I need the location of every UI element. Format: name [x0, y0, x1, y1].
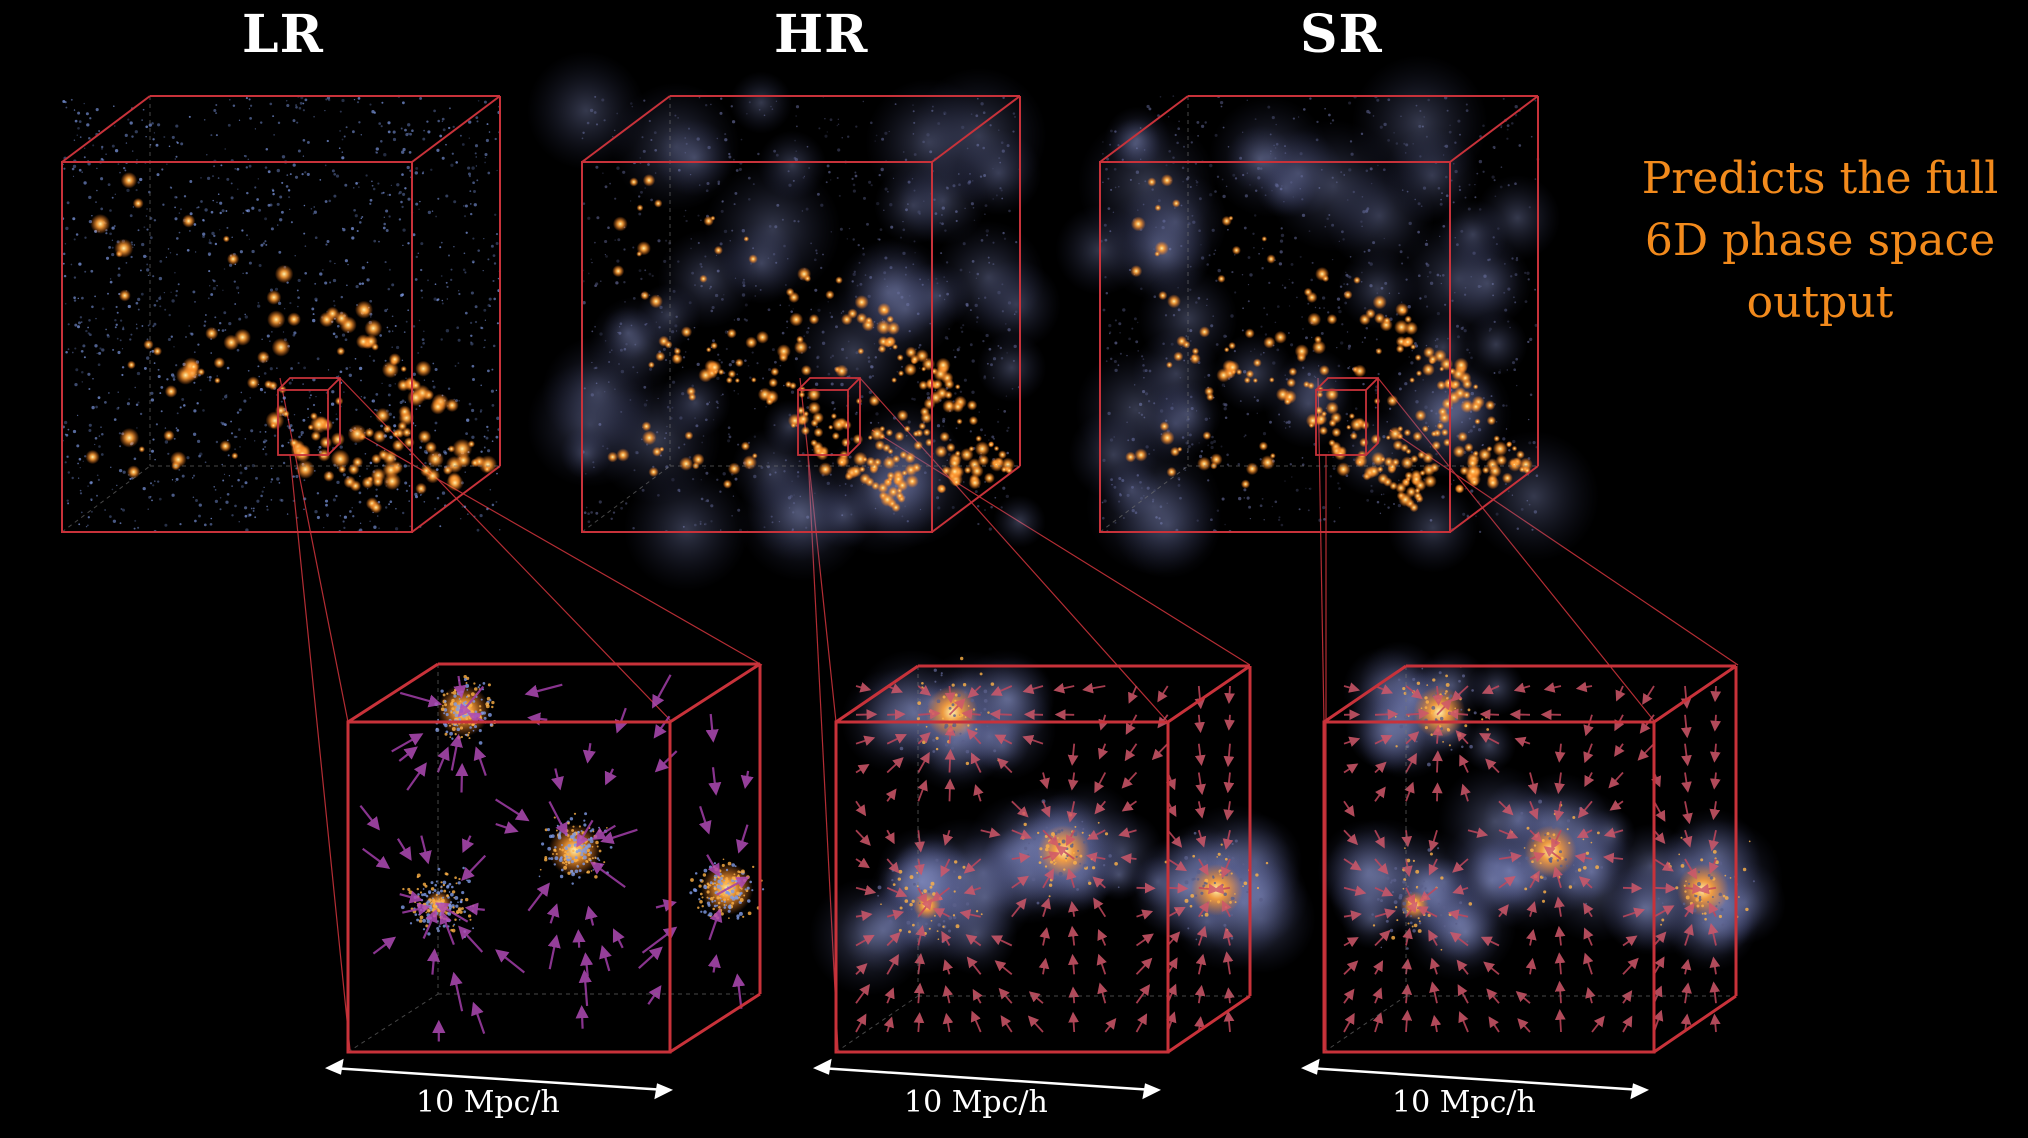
caption-line-1: Predicts the full	[1641, 153, 1999, 204]
zoom-cube-sr	[1317, 641, 1786, 1054]
scale-label-lr: 10 Mpc/h	[416, 1085, 560, 1120]
zoom-subbox-sr	[1315, 377, 1379, 456]
top-cube-sr	[1055, 54, 1600, 579]
top-cube-lr	[61, 94, 502, 533]
cube-edges	[1322, 664, 1738, 1054]
zoom-cube-lr	[346, 662, 765, 1054]
scale-bar-lr	[324, 1058, 674, 1100]
zoom-cube-hr	[809, 649, 1316, 1054]
scale-label-sr: 10 Mpc/h	[1392, 1085, 1536, 1120]
cube-hidden-edges	[835, 666, 1250, 1053]
top-cubes	[61, 51, 1600, 592]
caption-text: Predicts the full 6D phase space output	[1620, 148, 2020, 334]
velocity-arrows	[855, 682, 1235, 1033]
caption-line-2: 6D phase space	[1644, 215, 1996, 266]
scale-bars	[324, 1058, 1650, 1100]
zoom-subbox-hr	[797, 377, 861, 456]
zoom-cubes	[346, 641, 1786, 1054]
halos	[607, 174, 1015, 513]
density-field	[424, 684, 753, 919]
scale-label-hr: 10 Mpc/h	[904, 1085, 1048, 1120]
panel-title-lr: LR	[242, 4, 324, 65]
cube-edges	[61, 95, 501, 533]
cube-hidden-edges	[61, 96, 500, 533]
cube-hidden-edges	[581, 96, 1020, 533]
cube-hidden-edges	[347, 664, 760, 1053]
particle-field	[61, 94, 502, 533]
cube-hidden-edges	[1323, 666, 1736, 1053]
halos	[1125, 174, 1533, 513]
zoom-subbox-lr	[277, 377, 341, 456]
cube-hidden-edges	[1099, 96, 1538, 533]
scale-bar-sr	[1300, 1058, 1650, 1100]
top-cube-hr	[526, 51, 1061, 592]
velocity-arrows	[1343, 681, 1722, 1033]
cube-edges	[1099, 95, 1539, 533]
cube-edges	[346, 662, 762, 1054]
cube-edges	[581, 95, 1021, 533]
velocity-arrows	[359, 674, 754, 1042]
cube-edges	[834, 664, 1252, 1054]
caption-line-3: output	[1746, 277, 1894, 328]
halos	[85, 172, 498, 514]
scale-bar-hr	[812, 1058, 1162, 1100]
panel-title-sr: SR	[1300, 4, 1383, 65]
density-field	[809, 649, 1316, 996]
panel-title-hr: HR	[774, 4, 869, 65]
